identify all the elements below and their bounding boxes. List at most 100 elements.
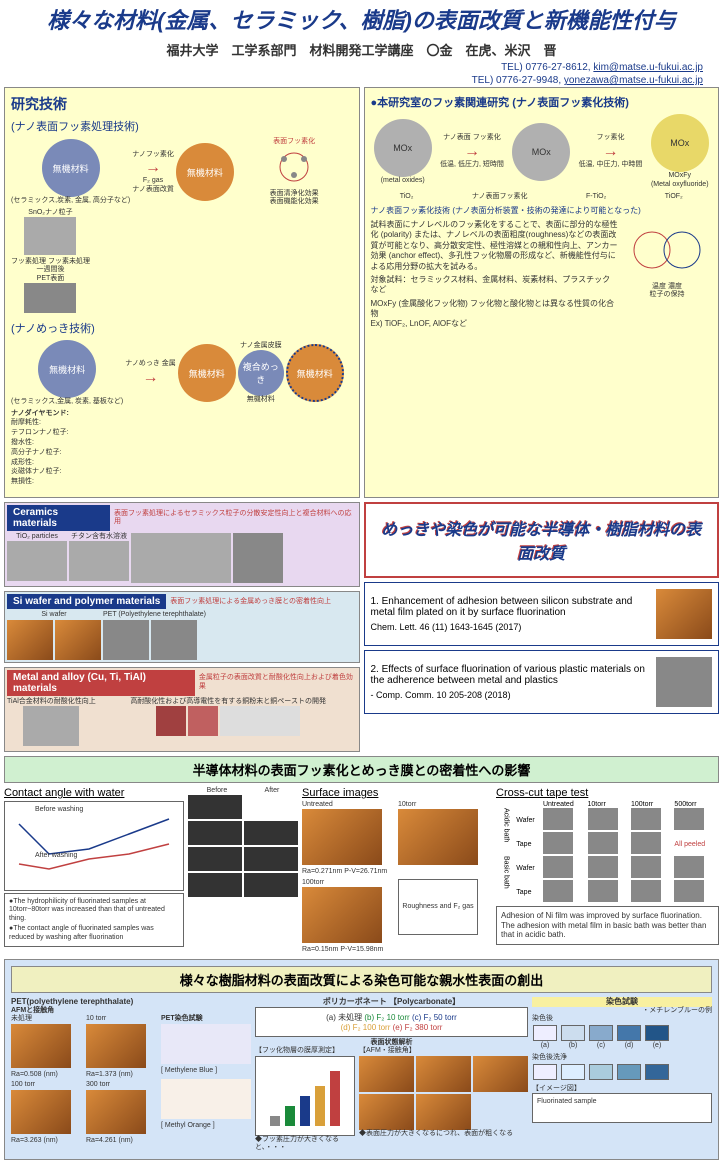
siwafer-header: Si wafer and polymer materials: [7, 594, 166, 609]
arrow-icon: →: [145, 159, 161, 177]
section2-row: Contact angle with water Before washing …: [4, 787, 719, 955]
pc-le: (e) F₂ 380 torr: [393, 1023, 443, 1032]
cc-r1: Basic bath: [496, 856, 516, 904]
pc-la: (a) 未処理: [326, 1013, 362, 1022]
cluster-icon: [269, 147, 319, 187]
contact-line-2: TEL) 0776-27-9948, yonezawa@matse.u-fuku…: [0, 74, 723, 87]
pc-note1: ◆フッ素圧力が大きくなると、・・・: [255, 1136, 355, 1153]
pub1-title: 1. Enhancement of adhesion between silic…: [371, 596, 651, 618]
si-img-u: [302, 809, 382, 865]
cc-33: [674, 880, 704, 902]
metal-note: 金属粒子の表面改質と耐酸化性向上および着色効果: [199, 674, 357, 691]
ca-note2: ●The contact angle of fluorinated sample…: [9, 925, 179, 942]
pet-dye-col: PET染色試験 [ Methylene Blue ] [ Methyl Oran…: [161, 1015, 251, 1145]
sw-a1: [533, 1025, 557, 1041]
pc-ld: (d) F₂ 100 torr: [341, 1023, 391, 1032]
cc-03: [674, 808, 704, 830]
feat4: 高分子ナノ粒子:: [11, 449, 62, 456]
targets: 対象試料：セラミックス材料、金属材料、炭素材料、プラスチック など: [371, 275, 619, 296]
ca-after: After washing: [35, 852, 77, 860]
nano-surf: ナノ表面改質: [132, 186, 174, 194]
pet-mb: [ Methylene Blue ]: [161, 1067, 251, 1075]
sw-e1: [645, 1025, 669, 1041]
ceramics-img-4: [233, 533, 283, 583]
feat2: テフロンナノ粒子:: [11, 429, 69, 436]
si-ra2: Ra=0.15nm P-V=15.98nm: [302, 946, 396, 954]
bottles-label: SnO₂ナノ粒子: [11, 209, 90, 217]
sw-b2: [561, 1064, 585, 1080]
ca-chart: Before washing After washing: [4, 801, 184, 891]
comp-label: 複合めっき: [242, 360, 280, 386]
pc-legend: (a) 未処理 (b) F₂ 10 torr (c) F₂ 50 torr (d…: [255, 1007, 528, 1037]
col-after: After: [265, 787, 280, 795]
metal-header: Metal and alloy (Cu, Ti, TiAl) materials: [7, 670, 195, 696]
pet-afm-100: [11, 1090, 71, 1134]
cc-c2: 100torr: [631, 801, 674, 808]
tel-1: TEL) 0776-27-8612,: [501, 62, 593, 73]
email-link-1[interactable]: kim@matse.u-fukui.ac.jp: [593, 62, 703, 73]
cc-c0: Untreated: [543, 801, 588, 808]
si-ra1: Ra=0.271nm P-V=26.71nm: [302, 868, 396, 876]
arrow-icon-2: →: [142, 369, 158, 387]
node-raw-1: 無機材料: [42, 139, 100, 197]
pet-ra-u: Ra=0.508 (nm): [11, 1071, 84, 1079]
sw-c2: [589, 1064, 613, 1080]
feat-h: ナノダイヤモンド:: [11, 410, 69, 417]
pet-dye-mo: [161, 1079, 251, 1119]
pet-heading: PET(polyethylene terephthalate): [11, 997, 251, 1007]
a2-top: フッ素化: [596, 134, 624, 141]
pc-afm-c: [473, 1056, 528, 1092]
pub2-ref: - Comp. Comm. 10 205-208 (2018): [371, 690, 651, 700]
si-label: Si wafer: [7, 611, 101, 619]
effect1: 表面清浄化効果: [236, 190, 353, 198]
pub-2: 2. Effects of surface fluorination of va…: [364, 650, 720, 714]
sw-e2: [645, 1064, 669, 1080]
node-raw-2-sub: (セラミックス,金属, 炭素, 基板など): [11, 398, 123, 406]
drop-500a: [244, 873, 298, 897]
ceramics-img-3: [131, 533, 231, 583]
features-list: ナノダイヤモンド: 耐摩耗性: テフロンナノ粒子: 撥水性: 高分子ナノ粒子: …: [11, 409, 69, 487]
node-mod-1: 無機材料: [176, 143, 234, 201]
effect2: 表面機能化効果: [236, 198, 353, 206]
sw-c1: [589, 1025, 613, 1041]
cc-rs2: Wafer: [516, 856, 543, 880]
email-link-2[interactable]: yonezawa@matse.u-fukui.ac.jp: [564, 75, 703, 86]
pet-mo: [ Methyl Orange ]: [161, 1122, 251, 1130]
pet-300: 300 torr: [86, 1081, 159, 1089]
cc-10: [543, 832, 573, 854]
cc-12: [631, 832, 661, 854]
metal-strip: Metal and alloy (Cu, Ti, TiAl) materials…: [4, 667, 360, 752]
pc-afm-d: [359, 1094, 414, 1130]
pc-note2: ◆表面圧力が大きくなるにつれ、表面が粗くなる: [359, 1130, 528, 1138]
cu-2: [188, 706, 218, 736]
sw-d1: [617, 1025, 641, 1041]
si-100: 100torr: [302, 879, 396, 887]
panel-research-tech: 研究技術 (ナノ表面フッ素処理技術) 無機材料 (セラミックス,炭素, 金属, …: [4, 87, 360, 498]
pet-afm-300: [86, 1090, 146, 1134]
arrow2-labels: フッ素化 → 低温, 中圧力, 中時間: [579, 134, 643, 170]
cc-c1: 10torr: [588, 801, 631, 808]
pet-label: PET表面: [11, 275, 90, 283]
dye-schematic: Fluorinated sample: [532, 1093, 712, 1123]
materials-column: Ceramics materials 表面フッ素処理によるセラミックス粒子の分散…: [4, 502, 360, 756]
tial-img: [23, 706, 79, 746]
pc-lb: (b) F₂ 10 torr: [364, 1013, 409, 1022]
side-diagram: 温度 濃度 粒子の保持: [622, 220, 712, 330]
drop-100a: [244, 847, 298, 871]
diag-sub: 粒子の保持: [622, 291, 712, 299]
pub-1: 1. Enhancement of adhesion between silic…: [364, 582, 720, 646]
comp-sub: 無機材料: [238, 396, 284, 404]
moxfy: MOxFy (金属酸化フッ化物) フッ化物と酸化物とは異なる性質の化合物: [371, 299, 619, 320]
cc-peeled: All peeled: [674, 832, 719, 856]
cc-heading: Cross-cut tape test: [496, 787, 719, 799]
pc-afm-e: [416, 1094, 471, 1130]
x3: TiOF₂: [665, 193, 683, 201]
si-heading: Surface images: [302, 787, 492, 799]
heading-lab-fluor: ●本研究室のフッ素関連研究 (ナノ表面フッ素化技術): [371, 94, 713, 110]
dye-after: 染色後: [532, 1015, 712, 1023]
pub1-img: [656, 589, 712, 639]
bar-chart-icon: [260, 1061, 350, 1131]
pet-sem-1: [103, 620, 149, 660]
cc-30: [543, 880, 573, 902]
node-composite: 複合めっき: [238, 350, 284, 396]
